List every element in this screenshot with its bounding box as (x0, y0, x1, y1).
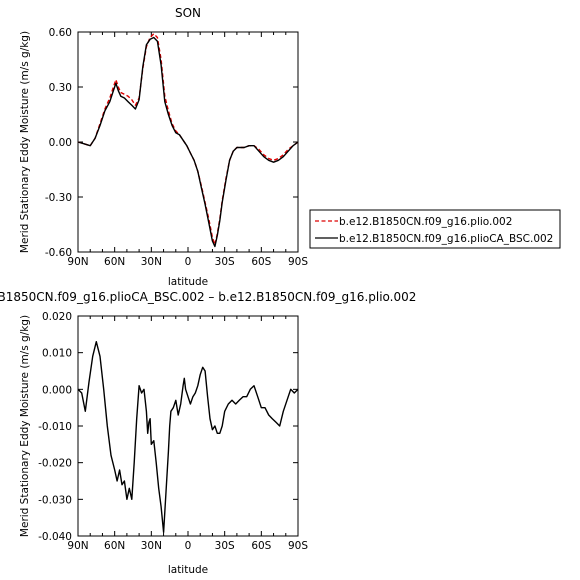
top-x-tick-label: 0 (185, 256, 192, 268)
top-x-tick-label: 90N (67, 256, 88, 268)
bottom-x-label: latitude (168, 564, 208, 576)
bottom-panel: b.e12.B1850CN.f09_g16.plioCA_BSC.002 – b… (0, 290, 416, 576)
bottom-x-tick-label: 30N (141, 540, 162, 552)
bottom-y-tick-label: -0.010 (38, 421, 72, 433)
bottom-x-tick-label: 60S (251, 540, 271, 552)
bottom-series-line-1 (77, 341, 299, 533)
top-y-tick-label: -0.30 (45, 192, 72, 204)
top-plot-frame (77, 31, 299, 253)
legend-box (309, 209, 561, 249)
bottom-y-tick-label: -0.030 (38, 494, 72, 506)
top-title: SON (175, 6, 201, 20)
bottom-x-tick-label: 90S (288, 540, 308, 552)
bottom-y-tick-label: 0.010 (42, 348, 72, 360)
legend-label-series-2: b.e12.B1850CN.f09_g16.plioCA_BSC.002 (339, 233, 553, 245)
bottom-plot-area: 90N 60N 30N 0 30S 60S 90S 0.020 0.010 0.000 -0.010… (38, 311, 308, 552)
bottom-x-tick-label: 60N (104, 540, 125, 552)
bottom-y-tick-label: -0.040 (38, 531, 72, 543)
top-plot-area: 90N 60N 30N 0 30S 60S 90S 0.60 0.30 0.00 -0.30 -0.6… (45, 27, 309, 268)
bottom-x-tick-label: 0 (185, 540, 192, 552)
top-y-label: Merid Stationary Eddy Moisture (m/s g/kg… (19, 31, 31, 253)
bottom-x-tick-label: 30S (215, 540, 235, 552)
top-x-tick-label: 30N (141, 256, 162, 268)
top-panel: SON Merid Stationary Eddy Moisture (m/s … (19, 6, 308, 288)
bottom-y-tick-label: -0.020 (38, 458, 72, 470)
bottom-y-tick-label: 0.000 (42, 384, 72, 396)
legend-label-series-1: b.e12.B1850CN.f09_g16.plio.002 (339, 216, 512, 228)
top-y-tick-label: 0.60 (49, 27, 72, 39)
top-y-tick-label: 0.30 (49, 82, 72, 94)
bottom-x-tick-label: 90N (67, 540, 88, 552)
top-series-line-1 (77, 33, 299, 246)
bottom-y-tick-label: 0.020 (42, 311, 72, 323)
top-x-tick-label: 60N (104, 256, 125, 268)
top-series-line-2 (77, 36, 299, 248)
top-x-tick-label: 30S (215, 256, 235, 268)
top-x-tick-label: 60S (251, 256, 271, 268)
top-x-tick-label: 90S (288, 256, 308, 268)
legend: b.e12.B1850CN.f09_g16.plio.002 b.e12.B18… (309, 209, 561, 249)
bottom-title: b.e12.B1850CN.f09_g16.plioCA_BSC.002 – b… (0, 290, 416, 304)
top-y-tick-label: -0.60 (45, 247, 72, 259)
bottom-plot-frame (77, 315, 299, 537)
top-y-tick-label: 0.00 (49, 137, 72, 149)
top-x-label: latitude (168, 276, 208, 288)
bottom-y-label: Merid Stationary Eddy Moisture (m/s g/kg… (19, 315, 31, 537)
